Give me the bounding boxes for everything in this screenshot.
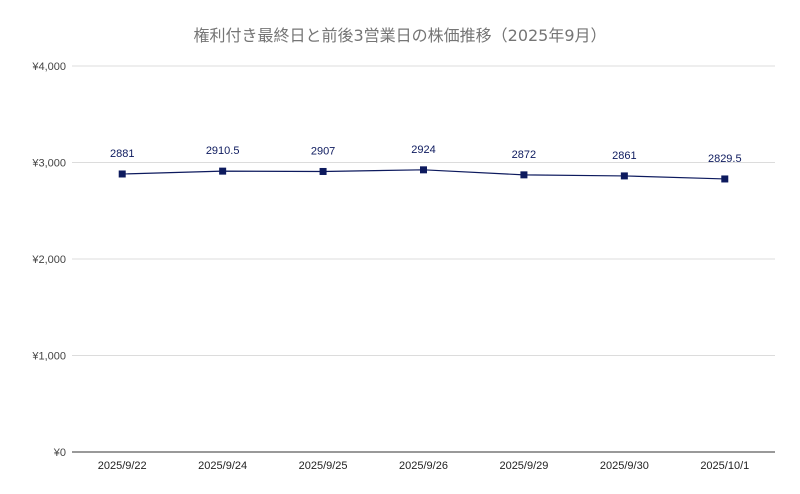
y-tick-label: ¥0 xyxy=(53,447,66,459)
y-tick-label: ¥1,000 xyxy=(31,351,66,363)
data-label: 2910.5 xyxy=(206,145,240,157)
x-tick-label: 2025/9/30 xyxy=(600,460,649,472)
x-tick-label: 2025/9/25 xyxy=(299,460,348,472)
data-point xyxy=(620,172,628,180)
y-tick-label: ¥3,000 xyxy=(31,158,66,170)
data-point xyxy=(721,175,729,183)
x-tick-label: 2025/9/24 xyxy=(198,460,247,472)
data-point xyxy=(420,166,427,174)
data-label: 2829.5 xyxy=(708,153,742,165)
data-label: 2872 xyxy=(512,149,536,161)
x-tick-label: 2025/9/29 xyxy=(499,460,548,472)
y-tick-label: ¥4,000 xyxy=(31,61,66,73)
chart-title: 権利付き最終日と前後3営業日の株価推移（2025年9月） xyxy=(193,26,607,45)
grid-layer xyxy=(72,65,775,453)
y-axis: ¥0 ¥1,000 ¥2,000 ¥3,000 ¥4,000 xyxy=(31,61,66,459)
x-tick-label: 2025/10/1 xyxy=(700,460,749,472)
data-label: 2861 xyxy=(612,150,636,162)
data-point xyxy=(520,171,528,179)
data-label-layer: 2881 2910.5 2907 2924 2872 2861 2829.5 xyxy=(110,144,742,165)
x-tick-label: 2025/9/26 xyxy=(399,460,448,472)
x-tick-label: 2025/9/22 xyxy=(98,460,147,472)
data-label: 2907 xyxy=(311,145,335,157)
data-label: 2924 xyxy=(411,144,435,156)
data-point xyxy=(219,167,227,175)
y-tick-label: ¥2,000 xyxy=(31,254,66,266)
x-axis: 2025/9/22 2025/9/24 2025/9/25 2025/9/26 2025… xyxy=(98,460,750,472)
data-point xyxy=(319,167,327,175)
data-label: 2881 xyxy=(110,148,134,160)
data-point xyxy=(118,170,126,178)
series-layer xyxy=(118,166,729,183)
